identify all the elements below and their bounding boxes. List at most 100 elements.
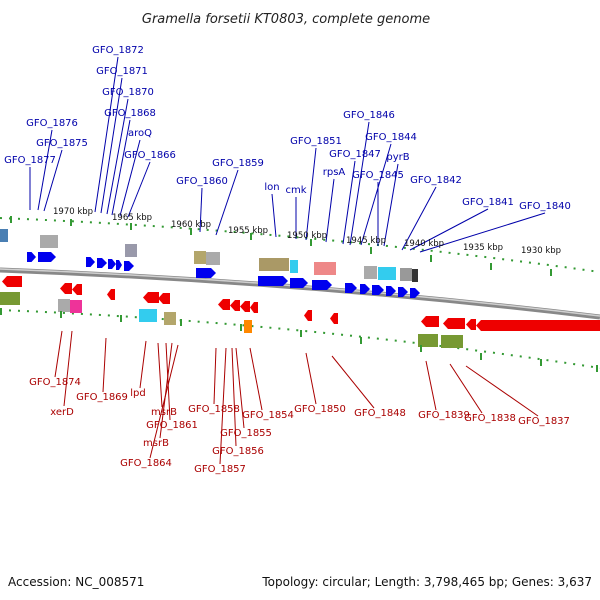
- gene-label[interactable]: GFO_1877: [4, 155, 56, 166]
- gene-label[interactable]: GFO_1859: [212, 158, 264, 169]
- leader-line: [249, 347, 263, 411]
- position-ticks: 1970 kbp 1965 kbp 1960 kbp 1955 kbp 1950 kbp…: [0, 207, 598, 372]
- leader-line: [360, 143, 392, 246]
- leader-line: [215, 169, 239, 236]
- gene-label[interactable]: GFO_1839: [418, 410, 470, 421]
- gene-feature-box: [364, 266, 377, 279]
- gene-label[interactable]: GFO_1850: [294, 404, 346, 415]
- accession-text: Accession: NC_008571: [8, 575, 145, 589]
- gene-label[interactable]: GFO_1837: [518, 416, 570, 427]
- leader-line: [119, 139, 141, 217]
- genome-summary-text: Topology: circular; Length: 3,798,465 bp…: [262, 575, 592, 589]
- tick-mark: [240, 324, 242, 331]
- gene-feature-box: [139, 309, 157, 322]
- forward-gene-arrow[interactable]: [360, 284, 370, 294]
- gene-label[interactable]: GFO_1841: [462, 197, 514, 208]
- gene-label[interactable]: GFO_1870: [102, 87, 154, 98]
- forward-gene-arrow[interactable]: [38, 252, 56, 262]
- forward-gene-arrow[interactable]: [108, 259, 116, 269]
- reverse-gene-arrow[interactable]: [304, 310, 312, 321]
- forward-gene-arrow[interactable]: [196, 268, 216, 278]
- reverse-gene-arrow[interactable]: [72, 284, 82, 295]
- tick-mark: [120, 315, 122, 322]
- gene-label[interactable]: GFO_1856: [212, 446, 264, 457]
- leader-line: [449, 363, 483, 414]
- gene-label[interactable]: aroQ: [128, 128, 152, 139]
- reverse-gene-arrow[interactable]: [250, 302, 258, 313]
- forward-gene-arrow[interactable]: [258, 276, 288, 286]
- gene-label[interactable]: GFO_1855: [220, 428, 272, 439]
- forward-gene-arrow[interactable]: [27, 252, 36, 262]
- gene-label[interactable]: msrB: [143, 438, 169, 449]
- forward-gene-arrow[interactable]: [398, 287, 408, 297]
- gene-label[interactable]: GFO_1875: [36, 138, 88, 149]
- reverse-gene-arrow[interactable]: [2, 276, 22, 287]
- reverse-gene-arrow[interactable]: [60, 283, 72, 294]
- genome-backbone: [0, 267, 600, 320]
- gene-label[interactable]: GFO_1871: [96, 66, 148, 77]
- gene-label[interactable]: GFO_1868: [104, 108, 156, 119]
- gene-label[interactable]: rpsA: [323, 167, 346, 178]
- gene-feature-box: [418, 334, 438, 347]
- reverse-gene-arrow[interactable]: [466, 319, 476, 330]
- reverse-gene-arrow[interactable]: [443, 318, 465, 329]
- gene-label[interactable]: cmk: [285, 185, 306, 196]
- gene-label[interactable]: xerD: [50, 407, 74, 418]
- gene-label[interactable]: GFO_1861: [146, 420, 198, 431]
- gene-label[interactable]: GFO_1845: [352, 170, 404, 181]
- forward-gene-arrow[interactable]: [124, 261, 134, 271]
- gene-label[interactable]: lon: [264, 182, 279, 193]
- gene-label[interactable]: GFO_1866: [124, 150, 176, 161]
- forward-gene-arrow[interactable]: [86, 257, 95, 267]
- gene-feature-box: [412, 269, 418, 282]
- gene-label[interactable]: GFO_1864: [120, 458, 172, 469]
- gene-label[interactable]: msrB: [151, 407, 177, 418]
- gene-label[interactable]: GFO_1844: [365, 132, 417, 143]
- gene-label[interactable]: GFO_1860: [176, 176, 228, 187]
- reverse-gene-arrow[interactable]: [218, 299, 230, 310]
- gene-feature-box: [70, 300, 82, 313]
- forward-gene-arrow[interactable]: [345, 283, 357, 293]
- gene-label[interactable]: GFO_1851: [290, 136, 342, 147]
- gene-feature-box: [0, 229, 8, 242]
- reverse-gene-arrow[interactable]: [421, 316, 439, 327]
- tick-mark: [10, 216, 12, 223]
- gene-label[interactable]: pyrB: [386, 152, 409, 163]
- gene-feature-box: [400, 268, 412, 281]
- gene-label[interactable]: GFO_1847: [329, 149, 381, 160]
- gene-label[interactable]: GFO_1872: [92, 45, 144, 56]
- forward-gene-arrow[interactable]: [97, 258, 107, 268]
- reverse-gene-arrow[interactable]: [330, 313, 338, 324]
- gene-label[interactable]: GFO_1848: [354, 408, 406, 419]
- leader-line: [271, 193, 277, 238]
- forward-gene-arrow[interactable]: [372, 285, 384, 295]
- forward-gene-arrow[interactable]: [386, 286, 396, 296]
- gene-label[interactable]: GFO_1858: [188, 404, 240, 415]
- reverse-gene-arrow[interactable]: [107, 289, 115, 300]
- forward-gene-arrow[interactable]: [116, 260, 122, 270]
- forward-gene-arrow[interactable]: [312, 280, 332, 290]
- gene-label[interactable]: GFO_1874: [29, 377, 81, 388]
- gene-label[interactable]: GFO_1857: [194, 464, 246, 475]
- reverse-gene-arrow[interactable]: [158, 293, 170, 304]
- reverse-gene-arrow[interactable]: [476, 320, 600, 331]
- forward-gene-arrow[interactable]: [410, 288, 420, 298]
- gene-labels: GFO_1872 GFO_1871 GFO_1870 GFO_1868 aroQ GFO_…: [4, 45, 571, 475]
- reverse-gene-arrow[interactable]: [143, 292, 159, 303]
- gene-label[interactable]: GFO_1876: [26, 118, 78, 129]
- gene-label[interactable]: GFO_1869: [76, 392, 128, 403]
- gene-label[interactable]: GFO_1854: [242, 410, 294, 421]
- gene-label[interactable]: GFO_1840: [519, 201, 571, 212]
- gene-label[interactable]: GFO_1838: [464, 413, 516, 424]
- reverse-gene-arrow[interactable]: [230, 300, 240, 311]
- label-leader-lines: [29, 56, 546, 465]
- position-tick-label: 1970 kbp: [53, 207, 93, 217]
- gene-label[interactable]: GFO_1842: [410, 175, 462, 186]
- gene-label[interactable]: lpd: [130, 388, 145, 399]
- gene-label[interactable]: GFO_1846: [343, 110, 395, 121]
- leader-line: [106, 98, 129, 215]
- forward-gene-arrow[interactable]: [290, 278, 308, 288]
- gene-feature-box: [314, 262, 336, 275]
- leader-line: [342, 160, 356, 245]
- reverse-gene-arrow[interactable]: [240, 301, 250, 312]
